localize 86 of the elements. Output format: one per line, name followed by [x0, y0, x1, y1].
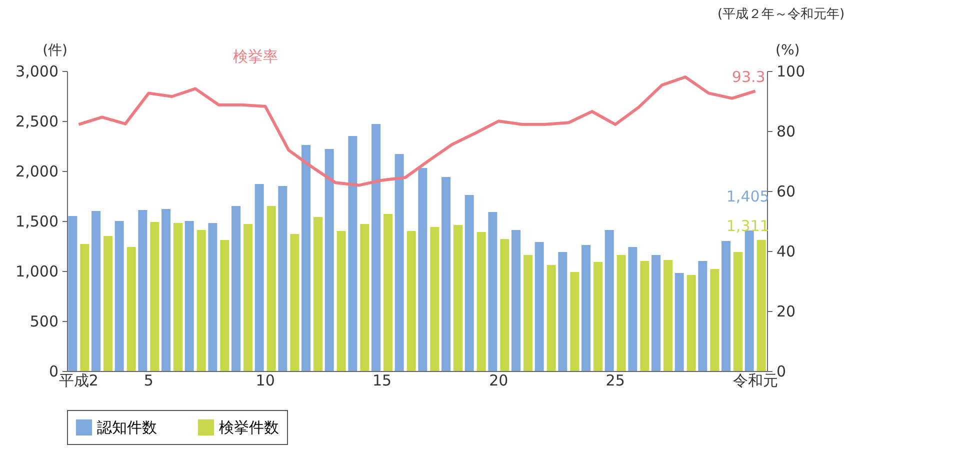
y2-tick-label: 0 — [776, 362, 786, 380]
bar — [640, 261, 650, 371]
legend-label: 検挙件数 — [219, 418, 279, 436]
y-tick-label: 3,000 — [16, 62, 58, 80]
y2-tick-label: 80 — [776, 122, 796, 140]
bar — [628, 247, 638, 371]
bar — [546, 265, 556, 371]
bar — [442, 177, 450, 371]
bar — [756, 240, 766, 371]
x-tick-label: 20 — [489, 372, 508, 390]
bar — [290, 234, 300, 371]
bar — [710, 269, 720, 371]
bar — [616, 255, 626, 371]
x-tick-label: 25 — [606, 372, 625, 390]
bar — [534, 242, 544, 371]
bar — [114, 221, 124, 371]
bar — [348, 136, 358, 371]
bar — [220, 240, 230, 371]
bar — [302, 145, 310, 371]
bar — [652, 255, 660, 371]
bar — [232, 206, 240, 371]
legend-label: 認知件数 — [97, 418, 157, 436]
bar — [126, 247, 136, 371]
bar — [698, 261, 708, 371]
y-tick-label: 500 — [30, 312, 58, 330]
x-tick-label: 15 — [372, 372, 392, 390]
bar — [454, 225, 462, 371]
y2-tick-label: 60 — [776, 182, 796, 200]
bar — [512, 230, 520, 371]
bar — [464, 195, 474, 371]
bar — [360, 224, 370, 371]
bar — [734, 252, 742, 371]
bar — [174, 223, 182, 371]
bar — [594, 262, 602, 371]
bar — [92, 211, 100, 371]
y-axis-title: (件) — [42, 42, 68, 58]
bar — [266, 206, 276, 371]
bar — [722, 241, 730, 371]
y-tick-label: 2,500 — [16, 112, 58, 130]
y-tick-label: 0 — [48, 362, 58, 380]
bar — [150, 222, 160, 371]
y2-tick-label: 40 — [776, 242, 796, 260]
y-tick-label: 1,000 — [16, 262, 58, 280]
bar — [500, 239, 510, 371]
bar — [278, 186, 288, 371]
y2-axis-title: (%) — [776, 42, 800, 58]
x-tick-label: 5 — [144, 372, 154, 390]
text: 検挙率 — [232, 47, 278, 66]
bar — [476, 232, 486, 371]
bar — [430, 227, 440, 371]
bar — [324, 149, 334, 371]
bar — [138, 210, 148, 371]
bar — [384, 214, 392, 371]
bar — [674, 273, 684, 371]
bar — [336, 231, 346, 371]
x-tick-label: 10 — [256, 372, 275, 390]
bar — [314, 217, 322, 371]
bar — [558, 252, 568, 371]
bar — [68, 216, 78, 371]
bar — [686, 275, 696, 371]
bar — [570, 272, 580, 371]
bar — [244, 224, 252, 371]
data-label: 93.3 — [732, 68, 766, 86]
x-tick-label: 平成2 — [58, 372, 98, 390]
y-tick-label: 1,500 — [16, 212, 58, 230]
bar — [664, 260, 672, 371]
bar — [604, 230, 614, 371]
bar — [582, 245, 590, 371]
y-tick-label: 2,000 — [16, 162, 58, 180]
bar — [162, 209, 170, 371]
bar — [488, 212, 498, 371]
bar — [80, 244, 90, 371]
bar — [372, 124, 380, 371]
bar — [524, 255, 532, 371]
y2-tick-label: 20 — [776, 302, 796, 320]
y2-tick-label: 100 — [776, 62, 806, 80]
bar — [418, 168, 428, 371]
text: (平成２年～令和元年) — [717, 7, 845, 22]
bar — [394, 154, 404, 371]
bar — [208, 223, 218, 371]
bar — [196, 230, 206, 371]
bar — [254, 184, 264, 371]
bar — [104, 236, 112, 371]
x-tick-label: 令和元 — [732, 372, 778, 390]
bar — [184, 221, 194, 371]
bar — [406, 231, 416, 371]
